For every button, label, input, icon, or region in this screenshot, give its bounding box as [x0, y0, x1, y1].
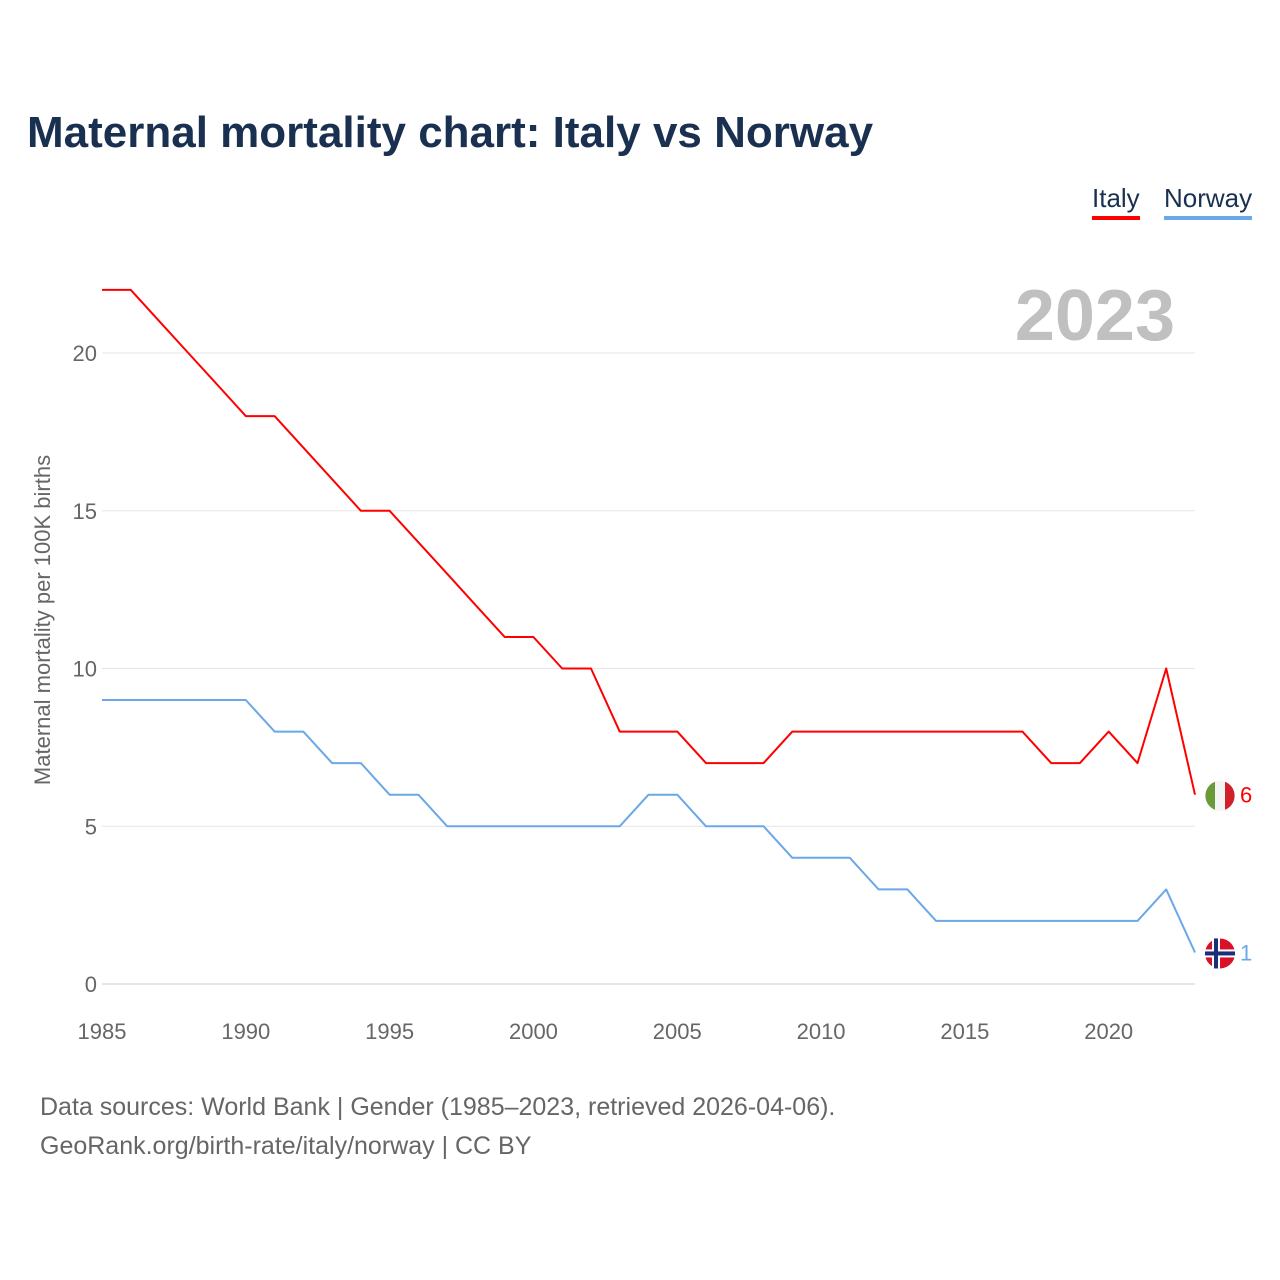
series-line-italy: [102, 288, 1196, 795]
italy-flag-white: [1215, 780, 1225, 811]
y-tick-label: 20: [73, 341, 97, 366]
x-tick-label: 2005: [653, 1019, 702, 1044]
source-line-2[interactable]: GeoRank.org/birth-rate/italy/norway | CC…: [40, 1132, 532, 1160]
y-tick-label: 0: [85, 972, 97, 997]
series-line-norway: [102, 699, 1196, 953]
x-tick-label: 1990: [221, 1019, 270, 1044]
x-tick-label: 2015: [940, 1019, 989, 1044]
legend-norway[interactable]: Norway: [1164, 183, 1253, 220]
source-note: Data sources: World Bank | Gender (1985–…: [40, 1088, 835, 1166]
x-tick-label: 2000: [509, 1019, 558, 1044]
x-tick-label: 2020: [1084, 1019, 1133, 1044]
y-tick-label: 15: [73, 499, 97, 524]
x-tick-label: 1995: [365, 1019, 414, 1044]
y-axis-label: Maternal mortality per 100K births: [30, 455, 55, 785]
x-tick-label: 2010: [797, 1019, 846, 1044]
italy-flag-green: [1205, 781, 1215, 810]
chart-title: Maternal mortality chart: Italy vs Norwa…: [27, 108, 874, 157]
end-label-norway: 1: [1240, 940, 1252, 965]
y-tick-label: 10: [73, 657, 97, 682]
year-watermark: 2023: [1015, 276, 1175, 356]
source-line-1: Data sources: World Bank | Gender (1985–…: [40, 1093, 836, 1121]
x-tick-label: 1985: [78, 1019, 127, 1044]
y-tick-label: 5: [85, 814, 97, 839]
legend-italy[interactable]: Italy: [1092, 183, 1140, 220]
norway-flag-cross-blue: [1214, 938, 1218, 969]
norway-flag-cross-blue: [1205, 951, 1235, 956]
italy-flag-red: [1225, 781, 1235, 810]
end-label-italy: 6: [1240, 783, 1252, 808]
